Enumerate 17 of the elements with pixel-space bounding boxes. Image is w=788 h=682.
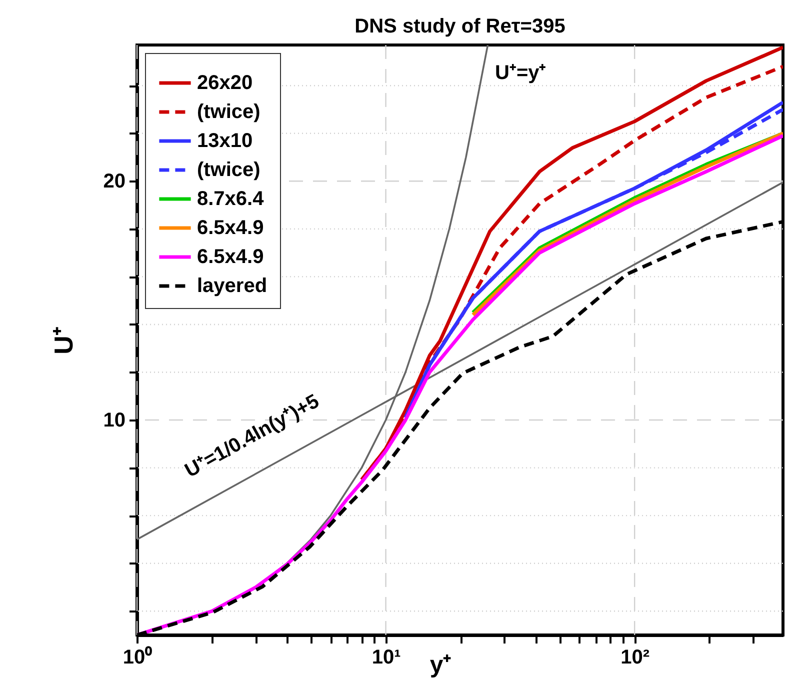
y-tick-label: 10 — [103, 410, 126, 432]
legend-label: 6.5x4.9 — [197, 217, 264, 239]
chart-title: DNS study of Reτ=395 — [354, 15, 566, 38]
legend-label: 6.5x4.9 — [197, 246, 264, 268]
y-tick-label: 20 — [103, 170, 126, 193]
x-tick-label: 10⁰ — [122, 646, 152, 668]
x-tick-label: 10¹ — [372, 646, 402, 668]
legend-label: 26x20 — [197, 72, 253, 94]
y-axis-title: U⁺ — [48, 326, 78, 354]
legend-label: (twice) — [197, 101, 260, 123]
x-axis-title: y⁺ — [430, 652, 452, 678]
annotation: U⁺=y⁺ — [495, 62, 546, 84]
x-tick-label: 10² — [620, 646, 650, 668]
legend-label: 8.7x6.4 — [197, 188, 265, 210]
legend-label: 13x10 — [197, 130, 253, 152]
legend-label: (twice) — [197, 159, 260, 181]
legend-label: layered — [197, 275, 268, 297]
